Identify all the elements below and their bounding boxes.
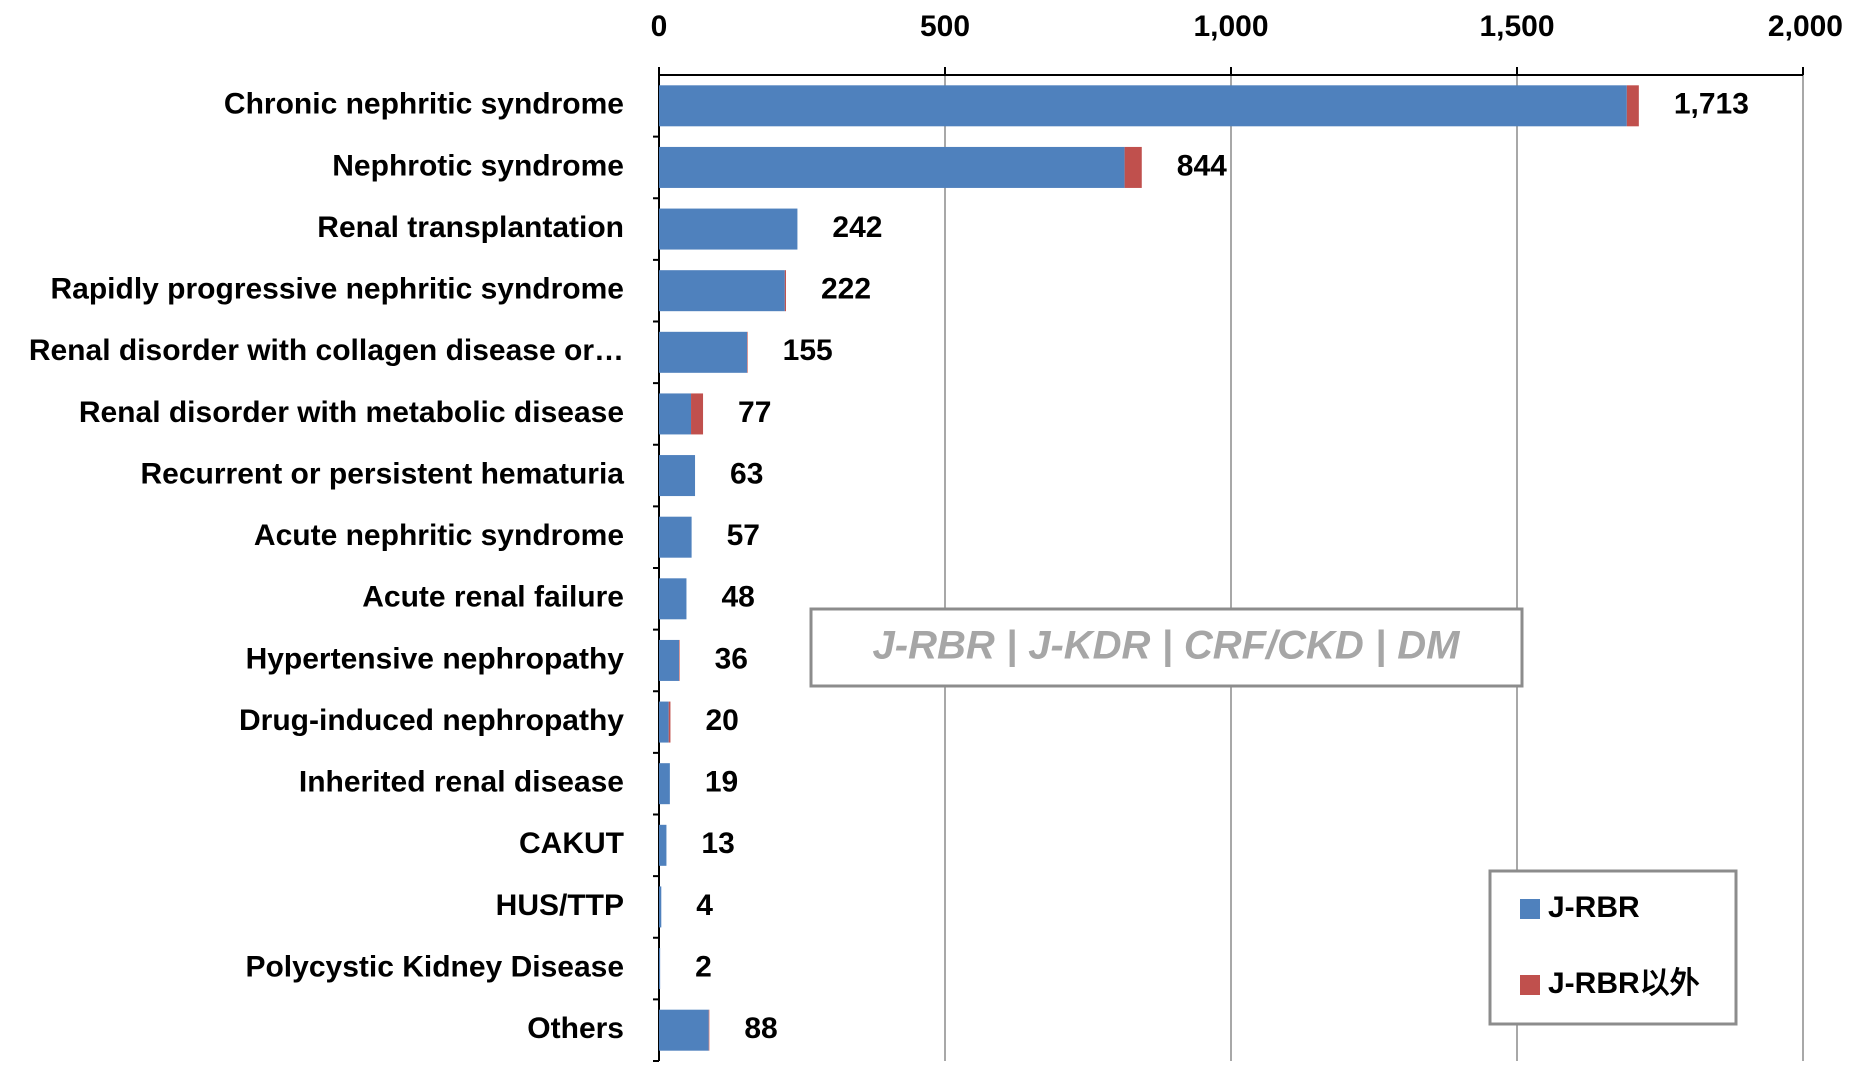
bar-segment bbox=[708, 1009, 710, 1051]
x-tick-label: 2,000 bbox=[1768, 10, 1843, 43]
bar-segment bbox=[659, 824, 667, 866]
y-tick-label: Renal disorder with collagen disease or… bbox=[29, 334, 624, 367]
bar-segment bbox=[659, 1009, 709, 1051]
bar-segment bbox=[659, 270, 785, 312]
y-tick-label: Chronic nephritic syndrome bbox=[224, 88, 624, 121]
y-tick-label: Polycystic Kidney Disease bbox=[245, 950, 624, 983]
data-label: 48 bbox=[721, 581, 754, 614]
legend-label: J-RBR以外 bbox=[1548, 967, 1700, 1000]
annotation: J-RBR | J-KDR | CRF/CKD | DM bbox=[873, 624, 1462, 668]
bar-segment bbox=[659, 208, 798, 250]
legend-swatch bbox=[1520, 975, 1540, 995]
y-tick-label: Renal disorder with metabolic disease bbox=[79, 396, 624, 429]
y-tick-label: Acute renal failure bbox=[362, 581, 624, 614]
bar-segment bbox=[659, 85, 1627, 127]
y-tick-label: Hypertensive nephropathy bbox=[246, 642, 625, 675]
bar-segment bbox=[747, 331, 748, 373]
data-label: 1,713 bbox=[1674, 88, 1749, 121]
bar-segment bbox=[659, 948, 661, 990]
x-tick-label: 1,500 bbox=[1479, 10, 1554, 43]
bar-segment bbox=[1124, 146, 1142, 188]
bar-segment bbox=[659, 516, 692, 558]
y-tick-label: HUS/TTP bbox=[496, 889, 624, 922]
bar-segment bbox=[679, 639, 680, 681]
bar-segment bbox=[668, 701, 671, 743]
bar-segment bbox=[659, 455, 696, 497]
data-label: 77 bbox=[738, 396, 771, 429]
bar-segment bbox=[659, 886, 662, 928]
data-label: 36 bbox=[715, 642, 748, 675]
x-tick-label: 0 bbox=[651, 10, 668, 43]
bar-segment bbox=[1626, 85, 1639, 127]
bar-segment bbox=[659, 331, 748, 373]
legend-label: J-RBR bbox=[1548, 891, 1640, 924]
data-label: 242 bbox=[832, 211, 882, 244]
data-label: 222 bbox=[821, 273, 871, 306]
x-tick-label: 1,000 bbox=[1193, 10, 1268, 43]
bar-segment bbox=[659, 146, 1125, 188]
annotation-box bbox=[809, 607, 1524, 688]
y-tick-label: Others bbox=[527, 1012, 624, 1045]
y-tick-label: CAKUT bbox=[519, 827, 624, 860]
data-label: 844 bbox=[1177, 149, 1227, 182]
data-label: 2 bbox=[695, 950, 712, 983]
legend-swatch bbox=[1520, 899, 1540, 919]
data-label: 63 bbox=[730, 457, 763, 490]
y-tick-label: Inherited renal disease bbox=[299, 766, 624, 799]
data-label: 57 bbox=[727, 519, 760, 552]
bar-segment bbox=[659, 763, 670, 805]
bar-segment bbox=[691, 393, 704, 435]
y-tick-label: Recurrent or persistent hematuria bbox=[141, 457, 625, 490]
bar-segment bbox=[659, 639, 680, 681]
data-label: 88 bbox=[744, 1012, 777, 1045]
y-tick-label: Rapidly progressive nephritic syndrome bbox=[50, 273, 624, 306]
x-tick-label: 500 bbox=[920, 10, 970, 43]
data-label: 19 bbox=[705, 766, 738, 799]
data-label: 4 bbox=[696, 889, 713, 922]
legend-box bbox=[1488, 869, 1738, 1026]
y-tick-label: Drug-induced nephropathy bbox=[239, 704, 624, 737]
y-tick-label: Renal transplantation bbox=[317, 211, 624, 244]
bar-segment bbox=[784, 270, 786, 312]
bar-segment bbox=[659, 578, 687, 620]
y-tick-label: Acute nephritic syndrome bbox=[254, 519, 624, 552]
bar-segment bbox=[659, 701, 669, 743]
data-label: 20 bbox=[705, 704, 738, 737]
data-label: 155 bbox=[783, 334, 833, 367]
bar-segment bbox=[659, 393, 692, 435]
y-tick-label: Nephrotic syndrome bbox=[332, 149, 624, 182]
data-label: 13 bbox=[701, 827, 734, 860]
